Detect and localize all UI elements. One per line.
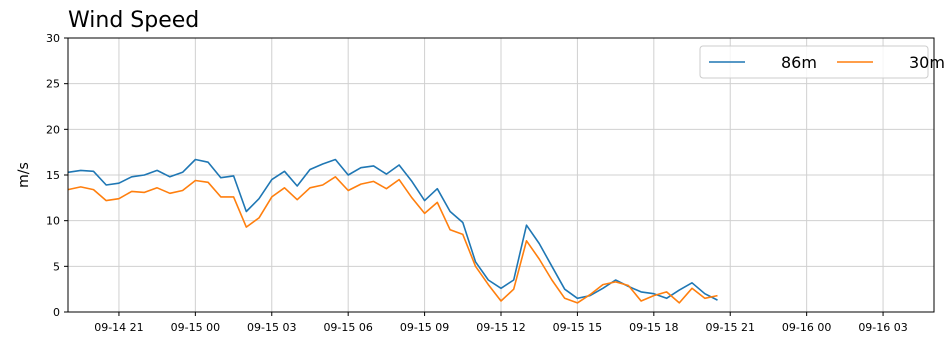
x-tick-label: 09-15 09 [400, 321, 449, 334]
legend-box [699, 45, 929, 79]
axis-ticks: 0 5 10 15 20 25 30 09-14 21 09-15 00 09-15 03 09-1… [46, 32, 908, 334]
y-tick-label: 15 [46, 169, 60, 182]
grid-lines [68, 37, 934, 313]
y-tick-label: 20 [46, 123, 60, 136]
series-line-30m [67, 176, 718, 304]
series-line-86m [67, 158, 718, 301]
x-tick-label: 09-14 21 [94, 321, 143, 334]
x-tick-label: 09-16 03 [858, 321, 907, 334]
series-lines [67, 158, 718, 304]
x-tick-label: 09-15 12 [476, 321, 525, 334]
x-tick-label: 09-16 00 [782, 321, 831, 334]
legend-label-86m: 86m [781, 53, 817, 72]
legend: 86m 30m [699, 45, 945, 79]
y-tick-label: 5 [53, 260, 60, 273]
y-tick-label: 30 [46, 32, 60, 45]
x-tick-label: 09-15 06 [323, 321, 372, 334]
y-tick-label: 10 [46, 215, 60, 228]
y-tick-label: 0 [53, 306, 60, 319]
chart-title: Wind Speed [68, 8, 199, 33]
x-tick-label: 09-15 21 [706, 321, 755, 334]
x-tick-label: 09-15 18 [629, 321, 678, 334]
x-tick-label: 09-15 00 [171, 321, 220, 334]
y-tick-label: 25 [46, 78, 60, 91]
x-tick-label: 09-15 15 [553, 321, 602, 334]
x-tick-label: 09-15 03 [247, 321, 296, 334]
y-axis-label: m/s [16, 162, 32, 188]
legend-label-30m: 30m [909, 53, 945, 72]
